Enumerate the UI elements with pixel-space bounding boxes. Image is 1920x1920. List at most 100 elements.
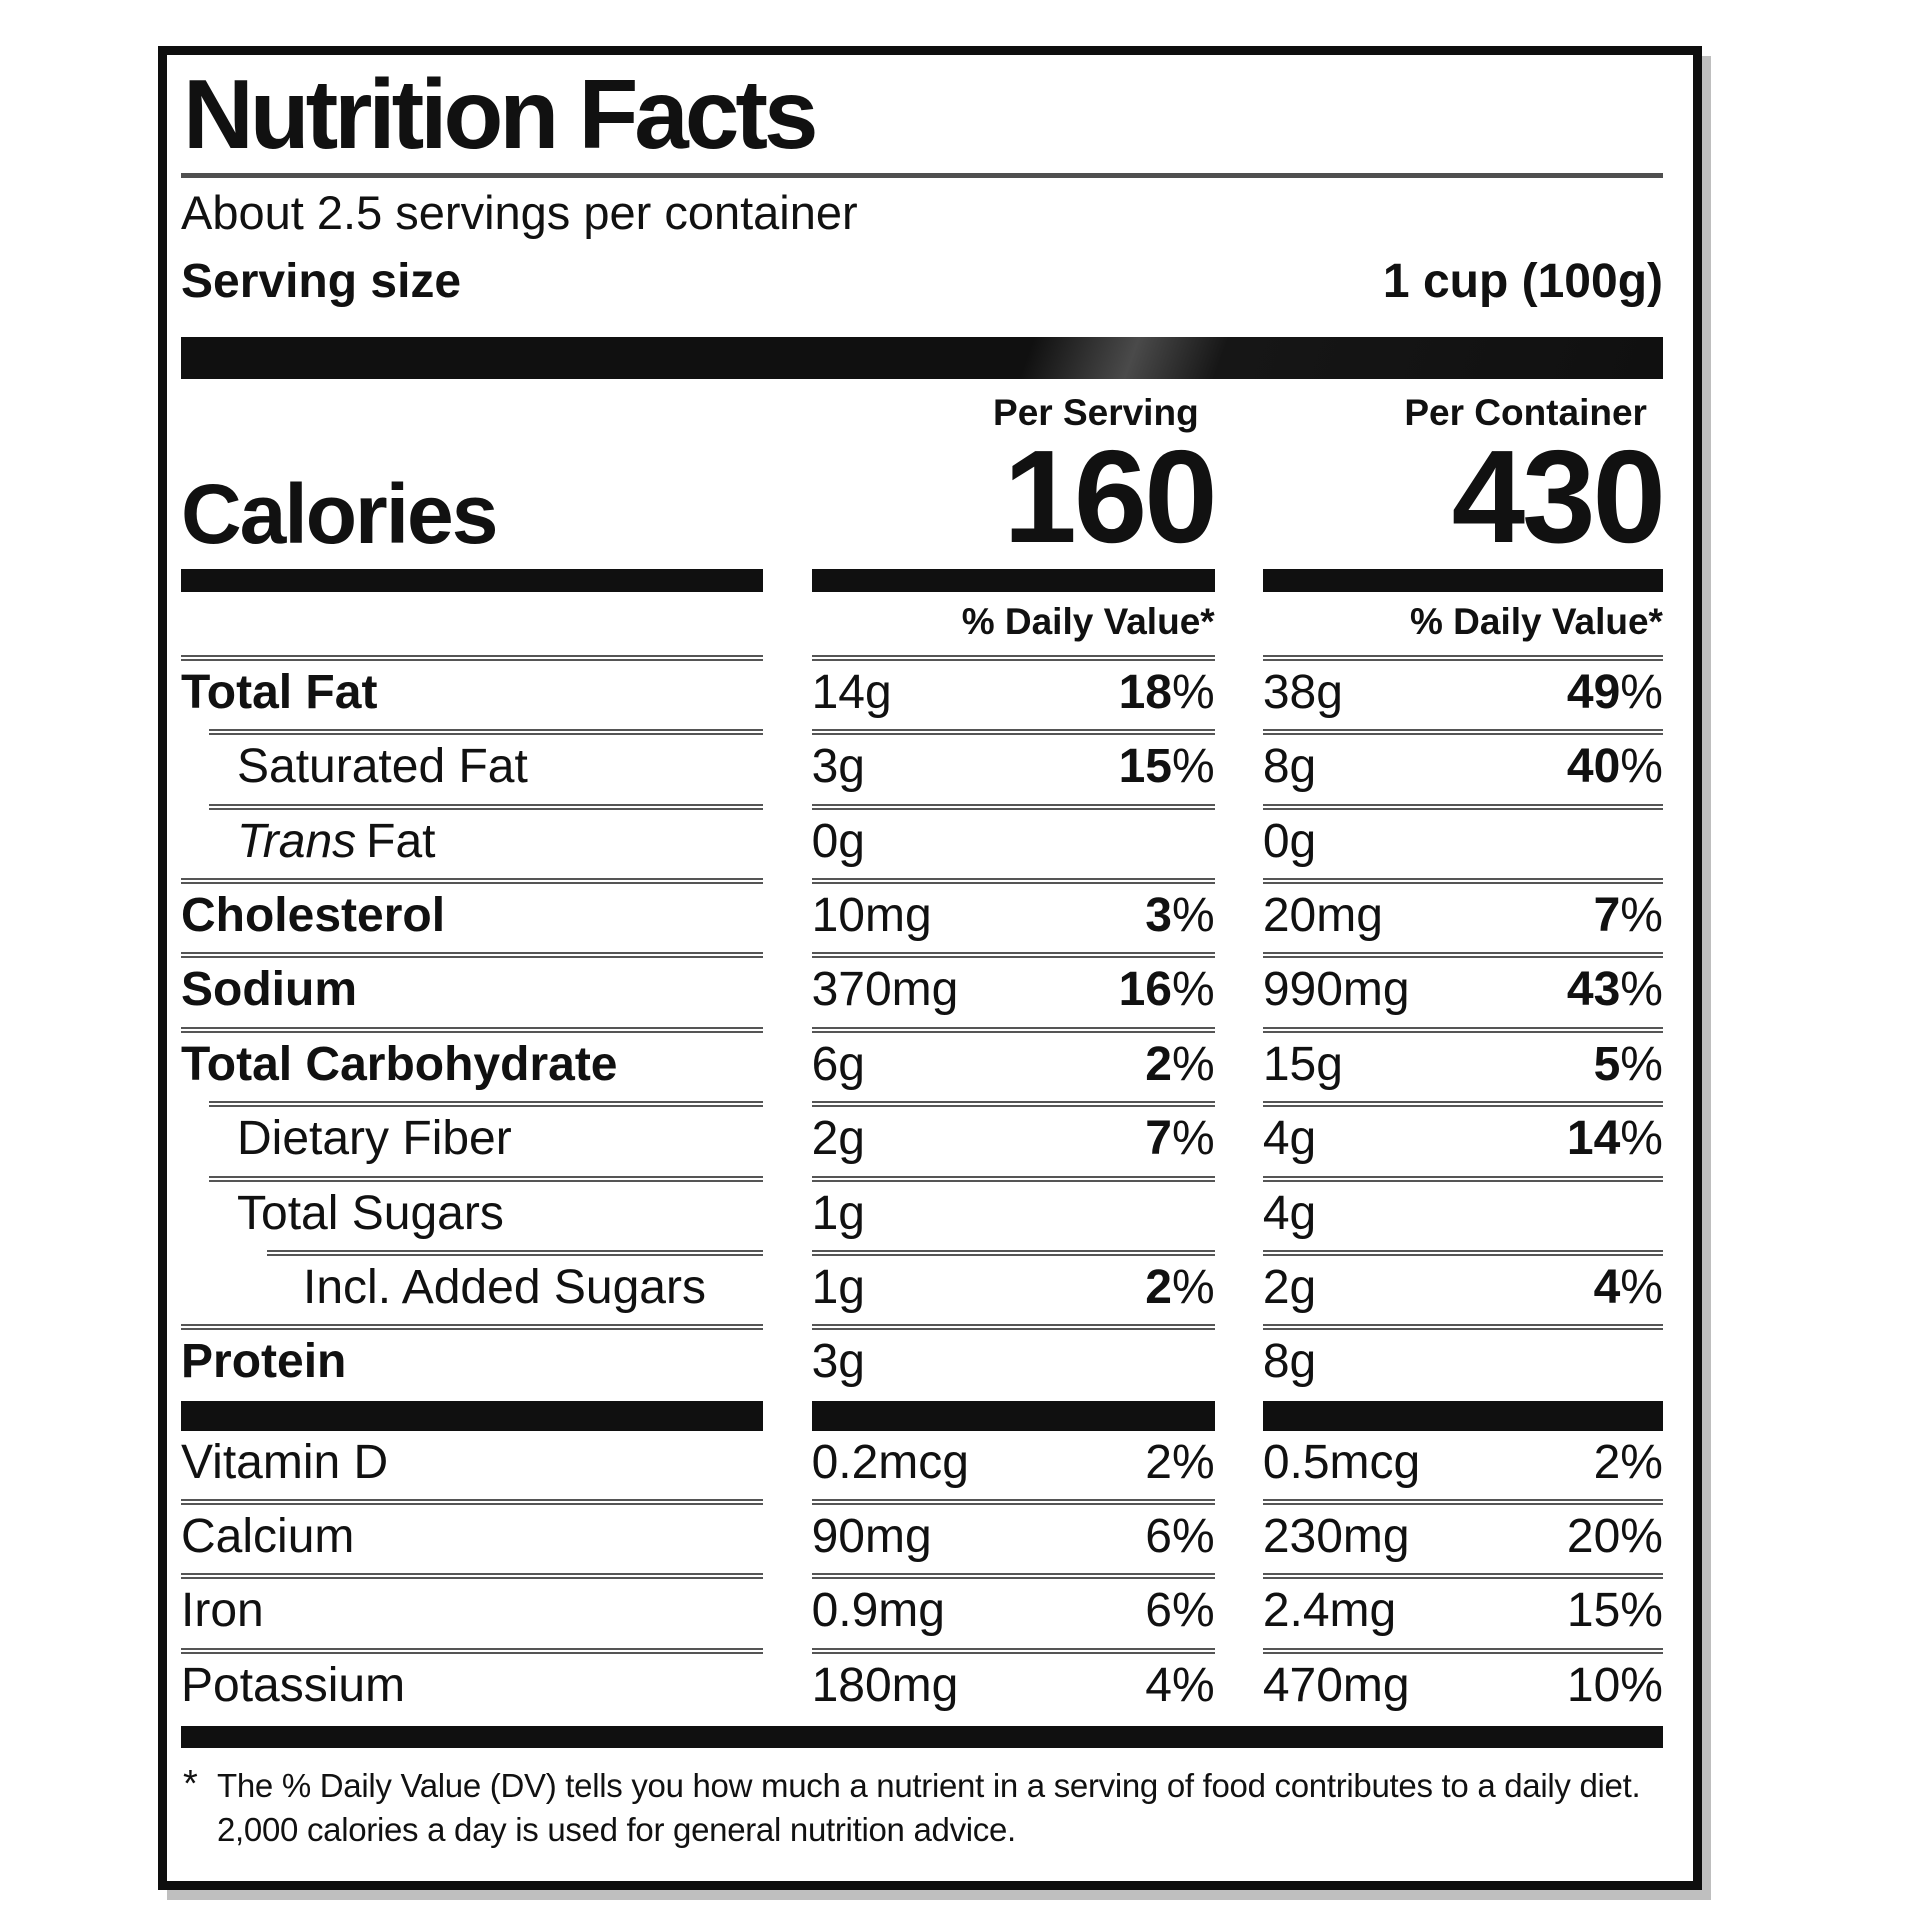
section-bar <box>811 1400 1215 1431</box>
footnote-text: The % Daily Value (DV) tells you how muc… <box>217 1764 1641 1852</box>
nutrient-row-sodium: Sodium 370mg 16% 990mg 43% <box>181 952 1663 1026</box>
nutrient-name: Cholesterol <box>181 888 446 942</box>
name-cell: Total Carbohydrate <box>181 1026 764 1101</box>
name-cell: Calcium <box>181 1499 764 1573</box>
amount: 2.4mg <box>1262 1584 1397 1638</box>
nutrient-row-cholesterol: Cholesterol 10mg 3% 20mg 7% <box>181 877 1663 952</box>
nutrient-row-total-sugars: Total Sugars 1g 4g <box>181 1175 1663 1250</box>
column-bar <box>181 569 764 593</box>
amount: 14g <box>811 665 892 719</box>
divider <box>181 1324 764 1331</box>
daily-value: 7% <box>1145 1112 1215 1166</box>
amount: 90mg <box>811 1510 932 1564</box>
name-cell: Total Sugars <box>181 1175 764 1250</box>
footnote-separator-bar <box>181 1726 1663 1749</box>
divider <box>209 729 764 736</box>
serving-cell: 2g 7% <box>811 1101 1215 1175</box>
nutrient-row-dietary-fiber: Dietary Fiber 2g 7% 4g 14% <box>181 1101 1663 1175</box>
amount: 4g <box>1262 1112 1317 1166</box>
divider <box>811 1324 1215 1331</box>
divider <box>811 877 1215 884</box>
nutrient-row-calcium: Calcium 90mg 6% 230mg 20% <box>181 1499 1663 1573</box>
serving-size-row: Serving size 1 cup (100g) <box>181 254 1663 309</box>
amount: 20mg <box>1262 888 1383 942</box>
daily-value: 2% <box>1145 1260 1215 1314</box>
nutrient-name: Sodium <box>181 963 357 1017</box>
divider <box>811 654 1215 661</box>
footnote: * The % Daily Value (DV) tells you how m… <box>181 1748 1663 1880</box>
nutrient-row-total-carbohydrate: Total Carbohydrate 6g 2% 15g 5% <box>181 1026 1663 1101</box>
amount: 0.9mg <box>811 1584 945 1638</box>
name-cell: Protein <box>181 1324 764 1398</box>
serving-cell: 370mg 16% <box>811 952 1215 1026</box>
serving-cell: 0.9mg 6% <box>811 1573 1215 1647</box>
amount: 470mg <box>1262 1658 1410 1712</box>
footnote-line-2: 2,000 calories a day is used for general… <box>217 1811 1016 1849</box>
amount: 2g <box>1262 1260 1317 1314</box>
nutrient-row-added-sugars: Incl. Added Sugars 1g 2% 2g 4% <box>181 1249 1663 1324</box>
amount: 3g <box>811 740 865 794</box>
amount: 180mg <box>811 1658 959 1712</box>
container-cell: 230mg 20% <box>1262 1499 1663 1573</box>
name-cell: Saturated Fat <box>181 729 764 803</box>
divider <box>181 877 764 884</box>
amount: 15g <box>1262 1037 1343 1091</box>
column-headers-row: Per Serving Per Container <box>181 379 1663 434</box>
nutrient-row-saturated-fat: Saturated Fat 3g 15% 8g 40% <box>181 729 1663 803</box>
divider <box>1262 803 1663 810</box>
micronutrients-section: Vitamin D 0.2mcg 2% 0.5mcg 2% Calcium 90… <box>181 1431 1663 1723</box>
container-cell: 4g 14% <box>1262 1101 1663 1175</box>
serving-cell: 0.2mcg 2% <box>812 1431 1215 1499</box>
calories-underline-row <box>181 559 1663 593</box>
label-title: Nutrition Facts <box>183 59 818 169</box>
amount: 0g <box>811 814 865 868</box>
footnote-asterisk: * <box>183 1763 198 1806</box>
serving-cell: 10mg 3% <box>811 877 1215 952</box>
serving-cell: 1g 2% <box>811 1249 1215 1324</box>
amount: 2g <box>811 1112 865 1166</box>
divider <box>181 1499 764 1506</box>
nutrient-name: Calcium <box>181 1510 355 1564</box>
daily-value: 40% <box>1566 740 1663 794</box>
column-bar <box>1262 569 1663 593</box>
divider <box>181 1026 764 1033</box>
divider <box>1262 1101 1663 1108</box>
container-cell: 8g 40% <box>1262 729 1663 803</box>
divider <box>1262 729 1663 736</box>
serving-size-label: Serving size <box>181 255 462 308</box>
name-cell: Total Fat <box>181 654 764 729</box>
nutrient-row-trans-fat: Trans Fat 0g 0g <box>181 803 1663 878</box>
serving-cell: 180mg 4% <box>811 1647 1215 1722</box>
daily-value: 15% <box>1566 1584 1663 1638</box>
divider <box>811 1175 1215 1182</box>
spacer <box>181 592 763 655</box>
serving-cell: 90mg 6% <box>811 1499 1215 1573</box>
amount: 8g <box>1262 740 1317 794</box>
nutrient-name: Vitamin D <box>181 1435 389 1489</box>
divider <box>1262 1175 1663 1182</box>
nutrient-name: Potassium <box>181 1658 406 1712</box>
nutrient-name: Total Carbohydrate <box>181 1037 618 1091</box>
name-cell: Sodium <box>181 952 764 1026</box>
container-cell: 38g 49% <box>1262 654 1663 729</box>
container-cell: 0g <box>1262 803 1663 878</box>
nutrient-name: Trans Fat <box>237 814 436 868</box>
amount: 6g <box>811 1037 865 1091</box>
daily-value: 3% <box>1145 888 1215 942</box>
serving-cell: 1g <box>811 1175 1215 1250</box>
daily-value: 49% <box>1566 665 1663 719</box>
footnote-line-1: The % Daily Value (DV) tells you how muc… <box>217 1767 1641 1805</box>
daily-value: 15% <box>1118 740 1215 794</box>
name-cell: Trans Fat <box>181 803 764 878</box>
divider <box>1262 1573 1663 1580</box>
container-cell: 15g 5% <box>1262 1026 1663 1101</box>
section-bar <box>1262 1400 1663 1431</box>
name-cell: Dietary Fiber <box>181 1101 764 1175</box>
serving-cell: 6g 2% <box>811 1026 1215 1101</box>
per-container-header: Per Container <box>1404 392 1647 433</box>
divider <box>1262 952 1663 959</box>
container-cell: 8g <box>1262 1324 1663 1398</box>
serving-cell: 14g 18% <box>811 654 1215 729</box>
section-separator-row <box>181 1399 1663 1431</box>
daily-value: 7% <box>1593 888 1663 942</box>
